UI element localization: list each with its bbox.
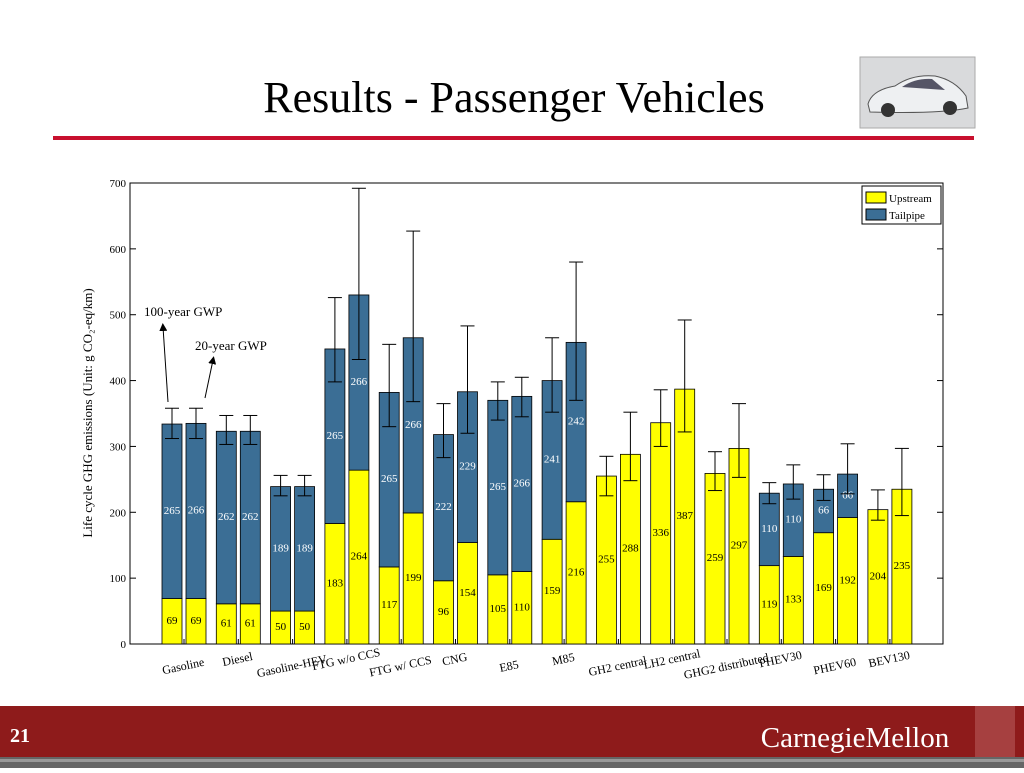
data-label: 133	[785, 594, 802, 606]
data-label: 204	[870, 570, 887, 582]
data-label: 61	[245, 617, 256, 629]
y-tick-label: 100	[110, 573, 127, 585]
x-tick-label: Gasoline	[161, 655, 206, 678]
data-label: 69	[167, 615, 179, 627]
y-tick-label: 500	[110, 310, 127, 322]
data-label: 229	[459, 461, 476, 473]
data-label: 189	[296, 542, 313, 554]
x-tick-label: CNG	[441, 650, 469, 669]
data-label: 266	[188, 504, 205, 516]
data-label: 265	[490, 481, 507, 493]
annotation-arrow	[159, 323, 169, 403]
data-label: 288	[622, 543, 639, 555]
x-tick-label: M85	[551, 650, 576, 668]
data-label: 50	[299, 621, 311, 633]
data-label: 216	[568, 566, 585, 578]
slide-number: 21	[10, 725, 30, 747]
data-label: 119	[761, 598, 778, 610]
annotation: 20-year GWP	[195, 338, 267, 353]
data-label: 266	[351, 376, 368, 388]
data-label: 242	[568, 416, 585, 428]
title-rule	[53, 136, 974, 140]
y-tick-label: 700	[110, 178, 127, 190]
data-label: 159	[544, 585, 561, 597]
y-tick-label: 600	[110, 244, 127, 256]
data-label: 50	[275, 621, 287, 633]
legend-swatch	[865, 191, 887, 204]
data-label: 297	[731, 540, 748, 552]
data-label: 110	[514, 601, 531, 613]
data-label: 183	[327, 577, 344, 589]
x-tick-label: PHEV60	[812, 655, 857, 678]
data-label: 265	[327, 430, 344, 442]
data-label: 117	[381, 599, 398, 611]
x-tick-label: E85	[498, 657, 520, 675]
data-label: 387	[676, 510, 693, 522]
data-label: 222	[435, 501, 452, 513]
footer: 21 CarnegieMellon	[0, 706, 1024, 768]
data-label: 110	[761, 523, 778, 535]
data-label: 110	[785, 514, 802, 526]
data-label: 266	[514, 477, 531, 489]
y-tick-label: 300	[110, 441, 127, 453]
slide-title: Results - Passenger Vehicles	[263, 73, 764, 122]
data-label: 189	[272, 542, 289, 554]
legend-label: Tailpipe	[889, 210, 925, 222]
data-label: 266	[405, 419, 422, 431]
logo: CarnegieMellon	[761, 722, 950, 754]
data-label: 105	[490, 603, 507, 615]
data-label: 199	[405, 572, 422, 584]
data-label: 192	[839, 574, 856, 586]
y-axis-label: Life cycle GHG emissions (Unit: g CO₂-eq…	[80, 288, 95, 537]
data-label: 66	[818, 504, 830, 516]
legend-swatch	[865, 208, 887, 221]
data-label: 265	[164, 505, 181, 517]
y-tick-label: 400	[110, 376, 127, 388]
data-label: 262	[242, 511, 259, 523]
data-label: 154	[459, 587, 476, 599]
y-tick-label: 0	[121, 639, 127, 651]
data-label: 259	[707, 552, 724, 564]
data-label: 96	[438, 606, 450, 618]
data-label: 255	[598, 554, 615, 566]
data-label: 66	[842, 489, 854, 501]
x-tick-label: BEV130	[867, 648, 911, 670]
data-label: 69	[191, 615, 203, 627]
data-label: 235	[894, 560, 911, 572]
data-label: 336	[652, 527, 669, 539]
legend-label: Upstream	[889, 193, 932, 205]
data-label: 61	[221, 617, 232, 629]
car-photo	[859, 56, 976, 129]
y-tick-label: 200	[110, 507, 127, 519]
data-label: 169	[815, 582, 832, 594]
data-label: 241	[544, 453, 561, 465]
plot-frame	[129, 182, 944, 645]
annotation-arrow	[204, 356, 217, 399]
x-tick-label: Diesel	[221, 649, 255, 669]
data-label: 264	[351, 551, 368, 563]
data-label: 265	[381, 473, 398, 485]
x-tick-label: GH2 central	[587, 653, 648, 679]
data-label: 262	[218, 511, 235, 523]
annotation: 100-year GWP	[144, 304, 222, 319]
